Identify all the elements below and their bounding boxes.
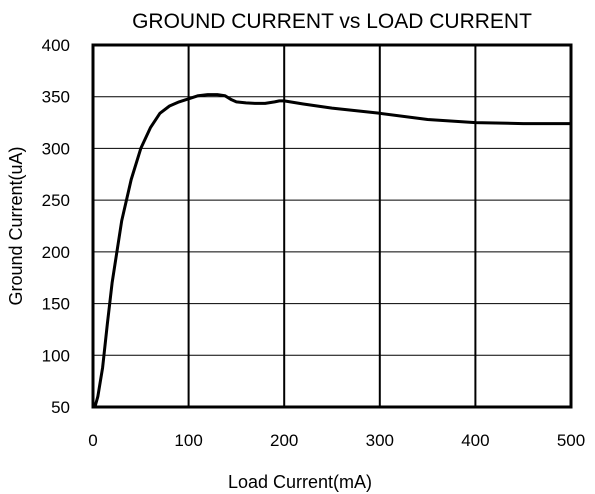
x-axis-label: Load Current(mA) bbox=[228, 472, 372, 492]
y-tick-150: 150 bbox=[42, 295, 70, 314]
x-tick-100: 100 bbox=[174, 431, 202, 450]
y-tick-250: 250 bbox=[42, 191, 70, 210]
x-tick-labels: 0 100 200 300 400 500 bbox=[88, 431, 585, 450]
plot-frame bbox=[91, 43, 573, 409]
y-tick-200: 200 bbox=[42, 243, 70, 262]
grid bbox=[93, 45, 571, 407]
y-tick-400: 400 bbox=[42, 36, 70, 55]
y-axis-label: Ground Current(uA) bbox=[6, 146, 26, 305]
x-tick-0: 0 bbox=[88, 431, 97, 450]
y-tick-300: 300 bbox=[42, 139, 70, 158]
y-tick-50: 50 bbox=[51, 398, 70, 417]
y-tick-labels: 50 100 150 200 250 300 350 400 bbox=[42, 36, 70, 417]
y-tick-100: 100 bbox=[42, 346, 70, 365]
y-tick-350: 350 bbox=[42, 88, 70, 107]
x-tick-300: 300 bbox=[366, 431, 394, 450]
x-tick-200: 200 bbox=[270, 431, 298, 450]
x-tick-400: 400 bbox=[461, 431, 489, 450]
chart-title: GROUND CURRENT vs LOAD CURRENT bbox=[132, 10, 532, 33]
series-line-0 bbox=[93, 93, 573, 409]
x-tick-500: 500 bbox=[557, 431, 585, 450]
plot-area bbox=[93, 93, 573, 409]
